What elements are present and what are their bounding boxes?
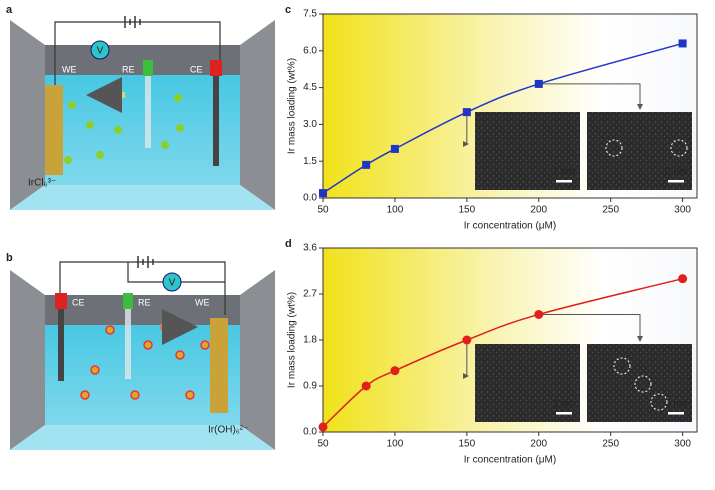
x-tick-label: 200: [530, 205, 547, 216]
y-tick-label: 1.5: [303, 156, 317, 167]
data-point: [390, 144, 399, 153]
x-axis-title: Ir concentration (μM): [464, 221, 556, 232]
y-tick-label: 4.5: [303, 82, 317, 93]
scale-bar: [556, 412, 572, 415]
electrode-label: WE: [195, 297, 210, 307]
meter-label: V: [169, 278, 176, 289]
data-point: [462, 108, 471, 117]
y-tick-label: 3.0: [303, 119, 317, 130]
x-tick-label: 100: [387, 205, 404, 216]
highlight-ring: [613, 357, 631, 375]
callout-arrow: [463, 344, 469, 379]
ion-label: IrCl₆³⁻: [28, 178, 56, 189]
highlight-ring: [650, 393, 668, 411]
panel-label: b: [6, 252, 13, 264]
highlight-ring: [670, 139, 688, 157]
callout-arrow: [542, 313, 643, 342]
x-tick-label: 250: [602, 439, 619, 450]
y-tick-label: 0.0: [303, 193, 317, 204]
y-tick-label: 0.9: [303, 381, 317, 392]
x-tick-label: 150: [459, 205, 476, 216]
electrode-label: RE: [138, 297, 151, 307]
scale-bar-label: 2 nm: [665, 167, 687, 178]
x-tick-label: 300: [674, 439, 691, 450]
tem-inset: [587, 344, 692, 422]
scale-bar: [668, 180, 684, 183]
data-point: [534, 309, 544, 319]
scale-bar: [668, 412, 684, 415]
schematic-b: b V CE RE WE Ir(OH)₆²⁻: [6, 252, 275, 450]
data-point: [319, 189, 327, 198]
scale-bar-label: 2 nm: [553, 167, 575, 178]
y-axis-title: Ir mass loading (wt%): [287, 58, 298, 154]
x-tick-label: 150: [459, 439, 476, 450]
callout-arrow: [542, 83, 643, 110]
data-point: [361, 381, 371, 391]
plot-frame: [322, 13, 698, 199]
x-tick-label: 300: [674, 205, 691, 216]
data-point: [318, 422, 328, 432]
y-tick-label: 0.0: [303, 427, 317, 438]
ion-label: Ir(OH)₆²⁻: [208, 425, 248, 436]
x-tick-label: 50: [317, 205, 329, 216]
panel-label: a: [6, 4, 13, 16]
data-point: [362, 160, 371, 169]
highlight-ring: [605, 139, 623, 157]
electrode-label: CE: [190, 64, 203, 74]
y-tick-label: 2.7: [303, 289, 317, 300]
panel-label: d: [285, 238, 292, 250]
callout-arrow: [463, 116, 469, 147]
highlight-ring: [634, 375, 652, 393]
x-tick-label: 250: [602, 205, 619, 216]
y-tick-label: 1.8: [303, 335, 317, 346]
electrode-label: RE: [122, 64, 135, 74]
x-tick-label: 50: [317, 439, 329, 450]
data-point: [534, 79, 543, 88]
y-tick-label: 3.6: [303, 243, 317, 254]
electrode-label: CE: [72, 297, 85, 307]
data-point: [678, 39, 687, 48]
meter-label: V: [97, 46, 104, 57]
x-tick-label: 100: [387, 439, 404, 450]
y-tick-label: 7.5: [303, 9, 317, 20]
y-axis-title: Ir mass loading (wt%): [287, 292, 298, 388]
scale-bar: [556, 180, 572, 183]
electrode-label: WE: [62, 64, 77, 74]
data-point: [390, 366, 400, 376]
x-axis-title: Ir concentration (μM): [464, 455, 556, 466]
data-point: [678, 274, 688, 284]
data-point: [462, 335, 472, 345]
tem-inset: [475, 344, 580, 422]
schematic-a: a V WE RE CE IrCl₆³⁻: [6, 4, 275, 210]
panel-label: c: [285, 4, 291, 16]
tem-inset: [587, 112, 692, 190]
tem-inset: [475, 112, 580, 190]
x-tick-label: 200: [530, 439, 547, 450]
scale-bar-label: 2 nm: [665, 399, 687, 410]
scale-bar-label: 2 nm: [553, 399, 575, 410]
y-tick-label: 6.0: [303, 45, 317, 56]
